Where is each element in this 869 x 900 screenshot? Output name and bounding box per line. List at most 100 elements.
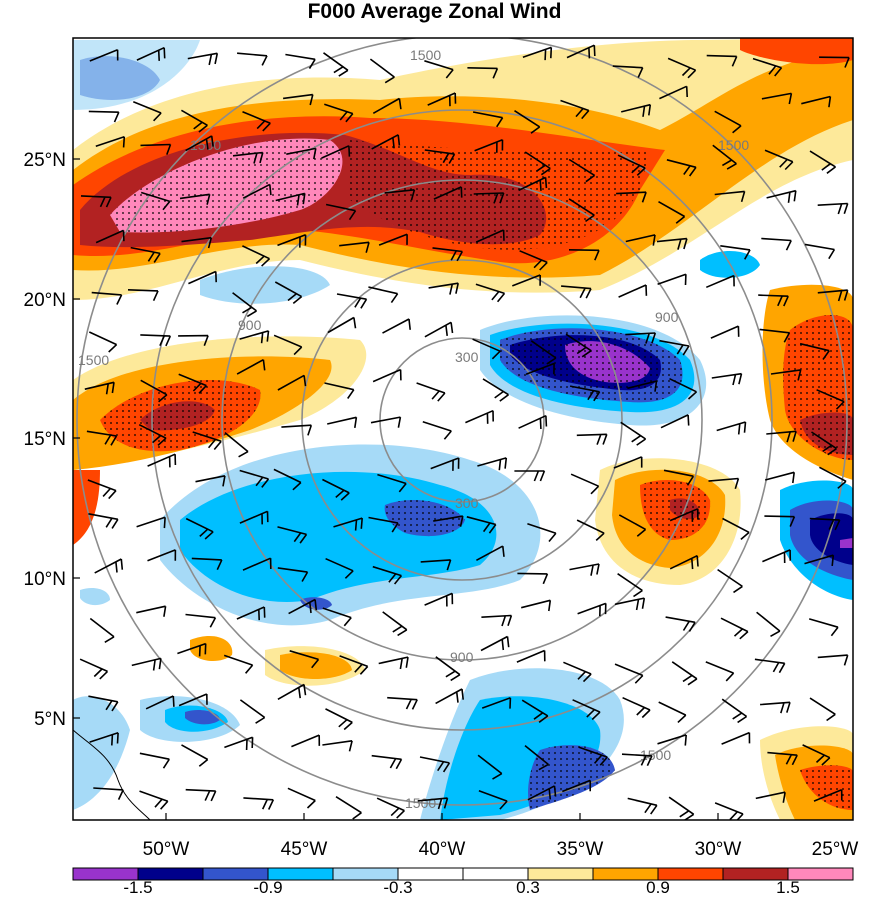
lon-label: 30°W bbox=[695, 839, 742, 860]
wind-barb bbox=[465, 409, 494, 424]
wind-barb bbox=[236, 606, 266, 621]
colorbar-label: 0.9 bbox=[646, 878, 670, 897]
wind-barb bbox=[522, 46, 553, 61]
wind-barb bbox=[627, 380, 658, 392]
wind-barb bbox=[185, 135, 214, 152]
wind-barb bbox=[657, 734, 687, 746]
wind-barb bbox=[378, 656, 409, 670]
wind-barb bbox=[658, 201, 686, 224]
wind-barb bbox=[705, 274, 735, 289]
wind-barb bbox=[277, 567, 309, 582]
wind-barb bbox=[130, 246, 161, 263]
wind-barb bbox=[518, 176, 548, 192]
wind-barb bbox=[378, 233, 408, 246]
wind-barb bbox=[325, 203, 357, 221]
wind-barb bbox=[720, 617, 749, 640]
wind-barb bbox=[478, 790, 508, 810]
wind-barb bbox=[524, 744, 549, 771]
wind-barb bbox=[819, 466, 847, 489]
wind-barb bbox=[671, 661, 698, 686]
wind-barb bbox=[472, 111, 504, 128]
wind-barb bbox=[756, 611, 781, 638]
wind-barb bbox=[578, 746, 608, 766]
wind-barb bbox=[282, 93, 314, 106]
wind-barb bbox=[705, 661, 735, 682]
wind-barb bbox=[138, 423, 167, 446]
map-frame bbox=[72, 37, 854, 821]
wind-barb bbox=[576, 519, 605, 541]
wind-barb bbox=[376, 797, 405, 819]
wind-barb bbox=[721, 698, 748, 724]
wind-barb bbox=[289, 650, 320, 669]
wind-barb bbox=[817, 289, 849, 302]
wind-barb bbox=[368, 516, 399, 533]
wind-barb bbox=[617, 573, 643, 598]
wind-barb bbox=[519, 250, 548, 271]
wind-barb bbox=[321, 145, 351, 159]
wind-barb bbox=[322, 740, 353, 752]
wind-barb bbox=[658, 701, 687, 723]
wind-barb bbox=[424, 592, 454, 607]
wind-barb bbox=[178, 373, 207, 394]
wind-barb bbox=[371, 134, 401, 150]
wind-barb bbox=[147, 549, 177, 562]
wind-barb bbox=[273, 334, 303, 356]
wind-barb bbox=[89, 617, 115, 643]
wind-barb bbox=[514, 110, 541, 134]
wind-barb bbox=[618, 514, 647, 537]
wind-barb bbox=[565, 333, 592, 358]
wind-barb bbox=[568, 249, 600, 261]
wind-barb bbox=[435, 656, 461, 682]
wind-barb bbox=[627, 797, 658, 815]
wind-barb bbox=[524, 151, 551, 176]
lat-axis: 25°N 20°N 15°N 10°N 5°N bbox=[24, 150, 80, 730]
wind-barb bbox=[424, 149, 456, 164]
wind-barb bbox=[89, 732, 119, 746]
wind-barb bbox=[339, 655, 369, 675]
colorbar-box bbox=[787, 867, 854, 881]
wind-barb bbox=[752, 57, 783, 77]
colorbar-label: 0.3 bbox=[516, 878, 540, 897]
wind-barb bbox=[372, 97, 402, 114]
wind-barb bbox=[813, 788, 843, 802]
wind-barb bbox=[147, 453, 177, 468]
wind-barb bbox=[816, 389, 845, 410]
wind-barb bbox=[291, 734, 321, 748]
wind-barb bbox=[384, 189, 416, 201]
wind-barb bbox=[570, 473, 600, 495]
map-title: F000 Average Zonal Wind bbox=[307, 0, 562, 23]
wind-barb bbox=[799, 342, 830, 360]
wind-barb bbox=[140, 379, 168, 403]
wind-barb bbox=[136, 46, 166, 61]
wind-barb bbox=[706, 54, 738, 67]
wind-barb bbox=[239, 510, 269, 525]
range-rings bbox=[76, 38, 848, 806]
wind-barb bbox=[714, 190, 746, 203]
wind-barb bbox=[242, 111, 271, 132]
wind-barb bbox=[568, 158, 596, 183]
wind-barb bbox=[181, 236, 213, 249]
wind-barb bbox=[178, 693, 208, 707]
wind-barb bbox=[808, 618, 839, 637]
wind-barb bbox=[86, 430, 118, 446]
wind-barb bbox=[569, 563, 600, 576]
wind-barb bbox=[288, 598, 318, 615]
wind-barb bbox=[371, 754, 403, 770]
wind-barb bbox=[224, 431, 249, 458]
wind-barb bbox=[562, 779, 591, 793]
wind-barb bbox=[761, 92, 793, 105]
wind-barb bbox=[89, 49, 119, 62]
wind-barb bbox=[817, 202, 849, 215]
lon-axis: 50°W 45°W 40°W 35°W 30°W 25°W bbox=[143, 813, 858, 860]
wind-barb bbox=[372, 368, 402, 383]
wind-barb bbox=[714, 110, 742, 134]
map-field: 300 300 900 900 900 1500 1500 1500 1500 … bbox=[73, 38, 853, 820]
wind-barb bbox=[477, 754, 503, 780]
wind-barb bbox=[131, 657, 162, 671]
wind-barb bbox=[762, 549, 792, 564]
range-ring-label: 1500 bbox=[640, 747, 671, 763]
wind-barb bbox=[327, 316, 357, 334]
wind-barb bbox=[758, 294, 789, 307]
wind-barb bbox=[177, 642, 207, 657]
